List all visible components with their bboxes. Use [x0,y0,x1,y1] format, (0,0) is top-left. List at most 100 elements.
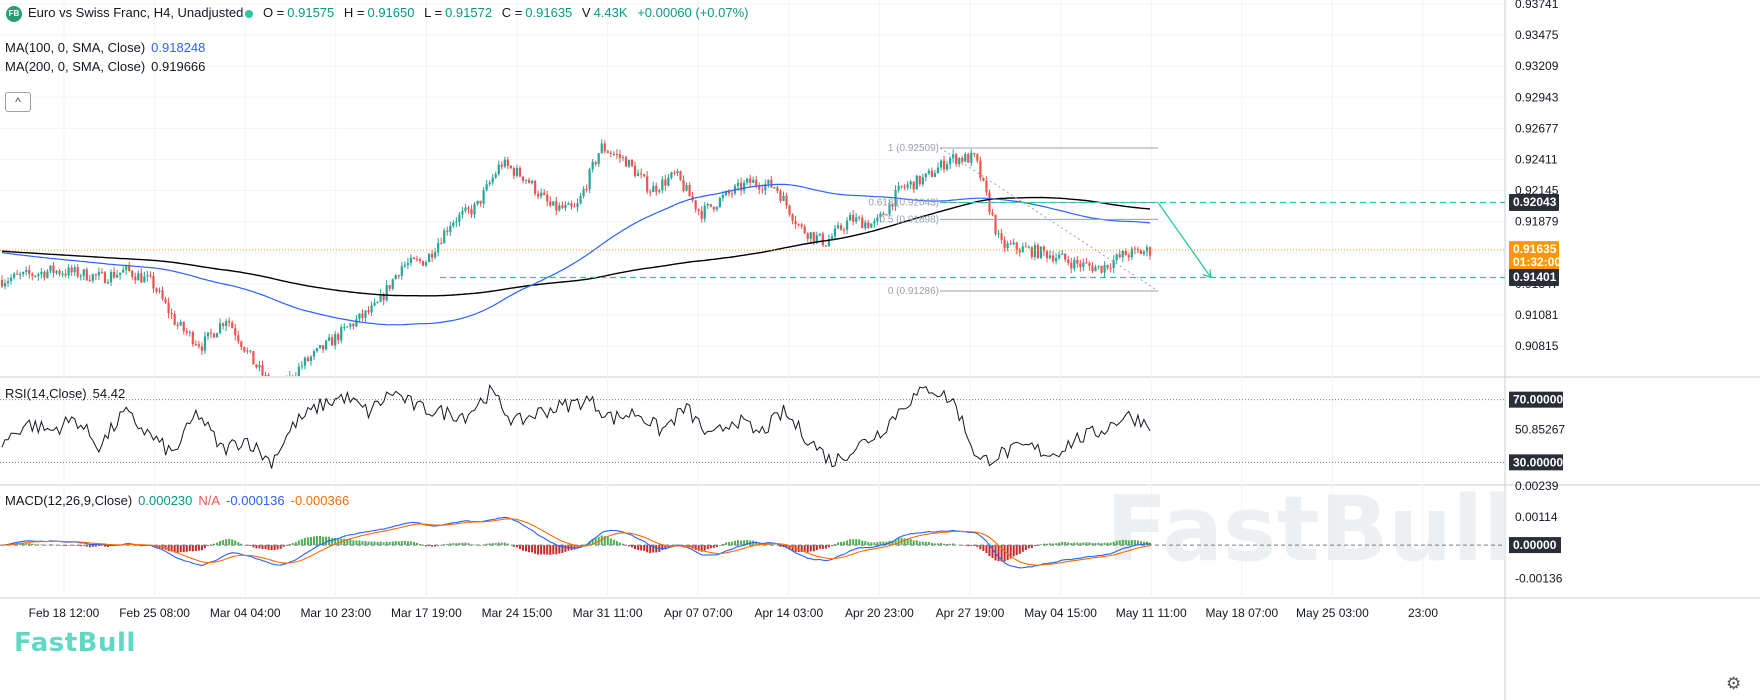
macd-histogram-bar [740,540,743,546]
macd-histogram-bar [746,539,749,546]
macd-histogram-bar [591,538,594,546]
macd-histogram-bar [643,545,646,551]
candle [785,192,788,209]
macd-histogram-bar [809,545,812,552]
candle [170,308,173,319]
candle [55,269,58,275]
x-tick-label: Mar 17 19:00 [391,606,462,620]
candle [346,326,349,328]
macd-histogram-bar [1103,542,1106,546]
macd-histogram-bar [452,543,455,546]
candle [585,184,588,193]
macd-histogram-bar [588,541,591,546]
candle [43,270,46,281]
macd-histogram-bar [667,545,670,548]
candle [312,349,316,361]
macd-histogram-bar [770,544,773,546]
macd-histogram-bar [358,540,361,546]
candle [182,321,185,335]
candle [173,310,176,326]
candle [255,363,258,369]
candle [537,190,540,200]
macd-histogram-bar [270,545,273,551]
candle [788,204,791,217]
candle [64,268,67,278]
candle [636,169,640,177]
rsi-legend[interactable]: RSI(14,Close) 54.42 [5,386,131,401]
macd-histogram-bar [1085,542,1088,546]
candle [331,334,334,346]
macd-histogram-bar [497,542,500,546]
candle [703,202,706,223]
candle [1076,256,1079,268]
macd-histogram-bar [1015,545,1018,556]
candle [337,332,340,345]
x-tick-label: Mar 24 15:00 [482,606,553,620]
macd-histogram-bar [991,545,994,558]
macd-histogram-bar [170,545,173,552]
macd-histogram-bar [879,541,882,546]
candle [573,202,576,208]
macd-histogram-bar [200,545,203,551]
candle [670,171,673,180]
candle [1112,255,1115,274]
candle [739,177,743,196]
macd-histogram-bar [337,538,340,546]
macd-histogram-bar [906,538,909,546]
macd-histogram-bar [152,545,155,547]
macd-histogram-bar [967,545,970,547]
candle [212,332,216,338]
collapse-legend-button[interactable]: ^ [5,92,31,112]
candle [1070,257,1073,274]
candle [119,272,122,280]
candle [376,301,379,304]
candle [19,271,22,280]
ma100-legend[interactable]: MA(100, 0, SMA, Close) 0.918248 [5,40,211,55]
macd-histogram-bar [385,541,388,546]
macd-histogram-bar [652,545,655,553]
candle [1127,252,1130,262]
candle [161,286,164,301]
candle [379,289,382,303]
settings-gear-icon[interactable]: ⚙ [1726,674,1742,693]
macd-histogram-bar [46,544,49,546]
candle [179,319,182,327]
macd-histogram-bar [306,537,309,546]
candle [776,185,779,194]
candle [967,152,970,163]
macd-histogram-bar [773,544,776,546]
macd-histogram-bar [870,542,873,546]
macd-histogram-bar [885,541,888,546]
macd-histogram-bar [861,540,864,546]
macd-histogram-bar [185,545,188,552]
macd-histogram-bar [1009,545,1012,559]
candle [588,167,591,194]
candle [13,272,16,280]
macd-histogram-bar [437,545,440,546]
macd-histogram-bar [1064,541,1067,546]
candle [446,226,449,236]
candle [1100,265,1103,274]
candle [1009,240,1012,246]
candle [506,156,509,170]
candle [303,356,307,370]
macd-histogram-bar [485,543,488,546]
candle [673,170,676,176]
symbol-title[interactable]: Euro vs Swiss Franc, H4, Unadjusted [28,5,244,20]
x-tick-label: Mar 04 04:00 [210,606,281,620]
ma200-legend[interactable]: MA(200, 0, SMA, Close) 0.919666 [5,59,211,74]
macd-histogram-bar [264,545,267,550]
macd-histogram-bar [970,545,973,546]
macd-legend[interactable]: MACD(12,26,9,Close) 0.000230 N/A -0.000136-… [5,493,355,508]
macd-histogram-bar [203,545,206,549]
candle [903,183,906,191]
candle [970,149,973,167]
candle [1033,242,1036,261]
candle [709,204,712,208]
candle [530,179,534,185]
candle [679,170,682,181]
candle [9,274,13,285]
candle [240,340,243,351]
candle [494,171,497,179]
candle [61,270,64,278]
